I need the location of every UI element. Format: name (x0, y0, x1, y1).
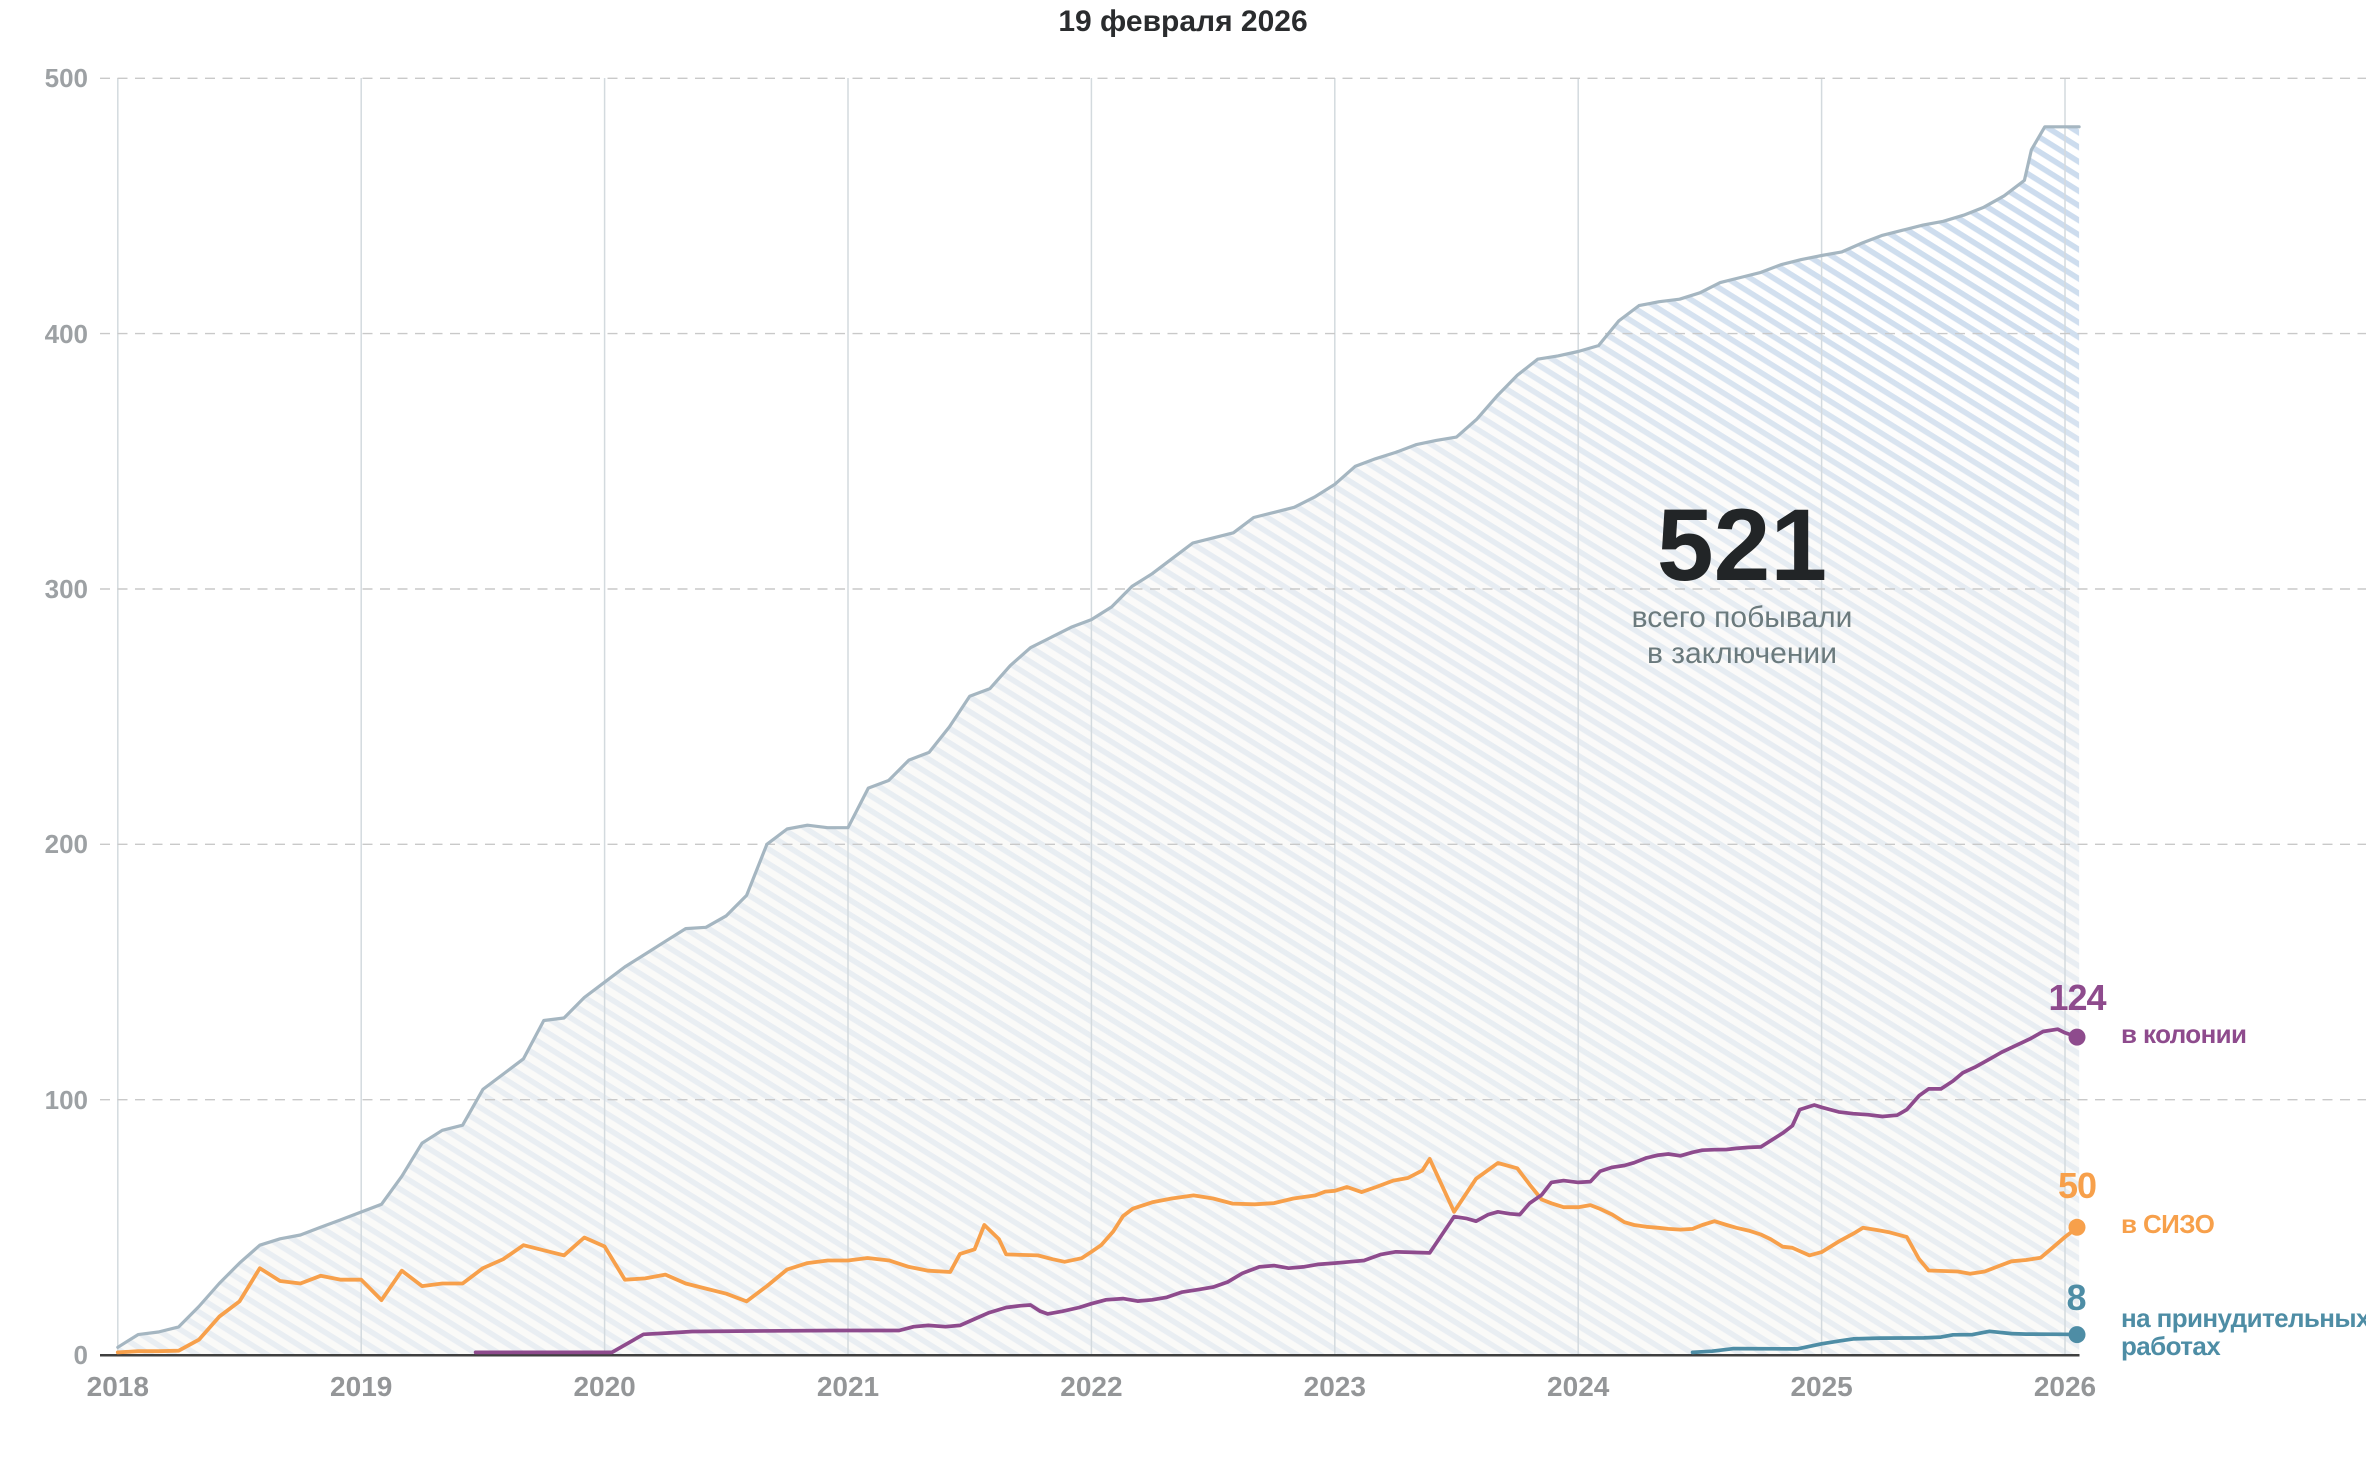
svg-text:300: 300 (45, 574, 88, 604)
svg-text:500: 500 (45, 63, 88, 93)
svg-text:2021: 2021 (817, 1371, 879, 1402)
svg-text:8: 8 (2066, 1277, 2085, 1318)
svg-text:100: 100 (45, 1085, 88, 1115)
svg-text:19 февраля 2026: 19 февраля 2026 (1058, 5, 1307, 38)
svg-text:2020: 2020 (573, 1371, 635, 1402)
svg-text:2025: 2025 (1790, 1371, 1852, 1402)
svg-text:в колонии: в колонии (2121, 1019, 2246, 1049)
svg-text:в заключении: в заключении (1647, 637, 1837, 670)
svg-text:2018: 2018 (87, 1371, 149, 1402)
svg-text:2026: 2026 (2034, 1371, 2096, 1402)
svg-text:400: 400 (45, 319, 88, 349)
svg-text:2024: 2024 (1547, 1371, 1610, 1402)
svg-text:работах: работах (2121, 1331, 2221, 1361)
svg-text:200: 200 (45, 829, 88, 859)
svg-text:2022: 2022 (1060, 1371, 1122, 1402)
svg-text:0: 0 (74, 1340, 88, 1370)
svg-text:2023: 2023 (1304, 1371, 1366, 1402)
svg-text:в СИЗО: в СИЗО (2121, 1209, 2215, 1239)
svg-text:на принудительных: на принудительных (2121, 1303, 2366, 1333)
svg-text:2019: 2019 (330, 1371, 392, 1402)
svg-text:521: 521 (1657, 488, 1827, 602)
svg-text:124: 124 (2048, 977, 2106, 1018)
svg-text:50: 50 (2058, 1165, 2096, 1206)
svg-text:всего побывали: всего побывали (1632, 601, 1853, 634)
